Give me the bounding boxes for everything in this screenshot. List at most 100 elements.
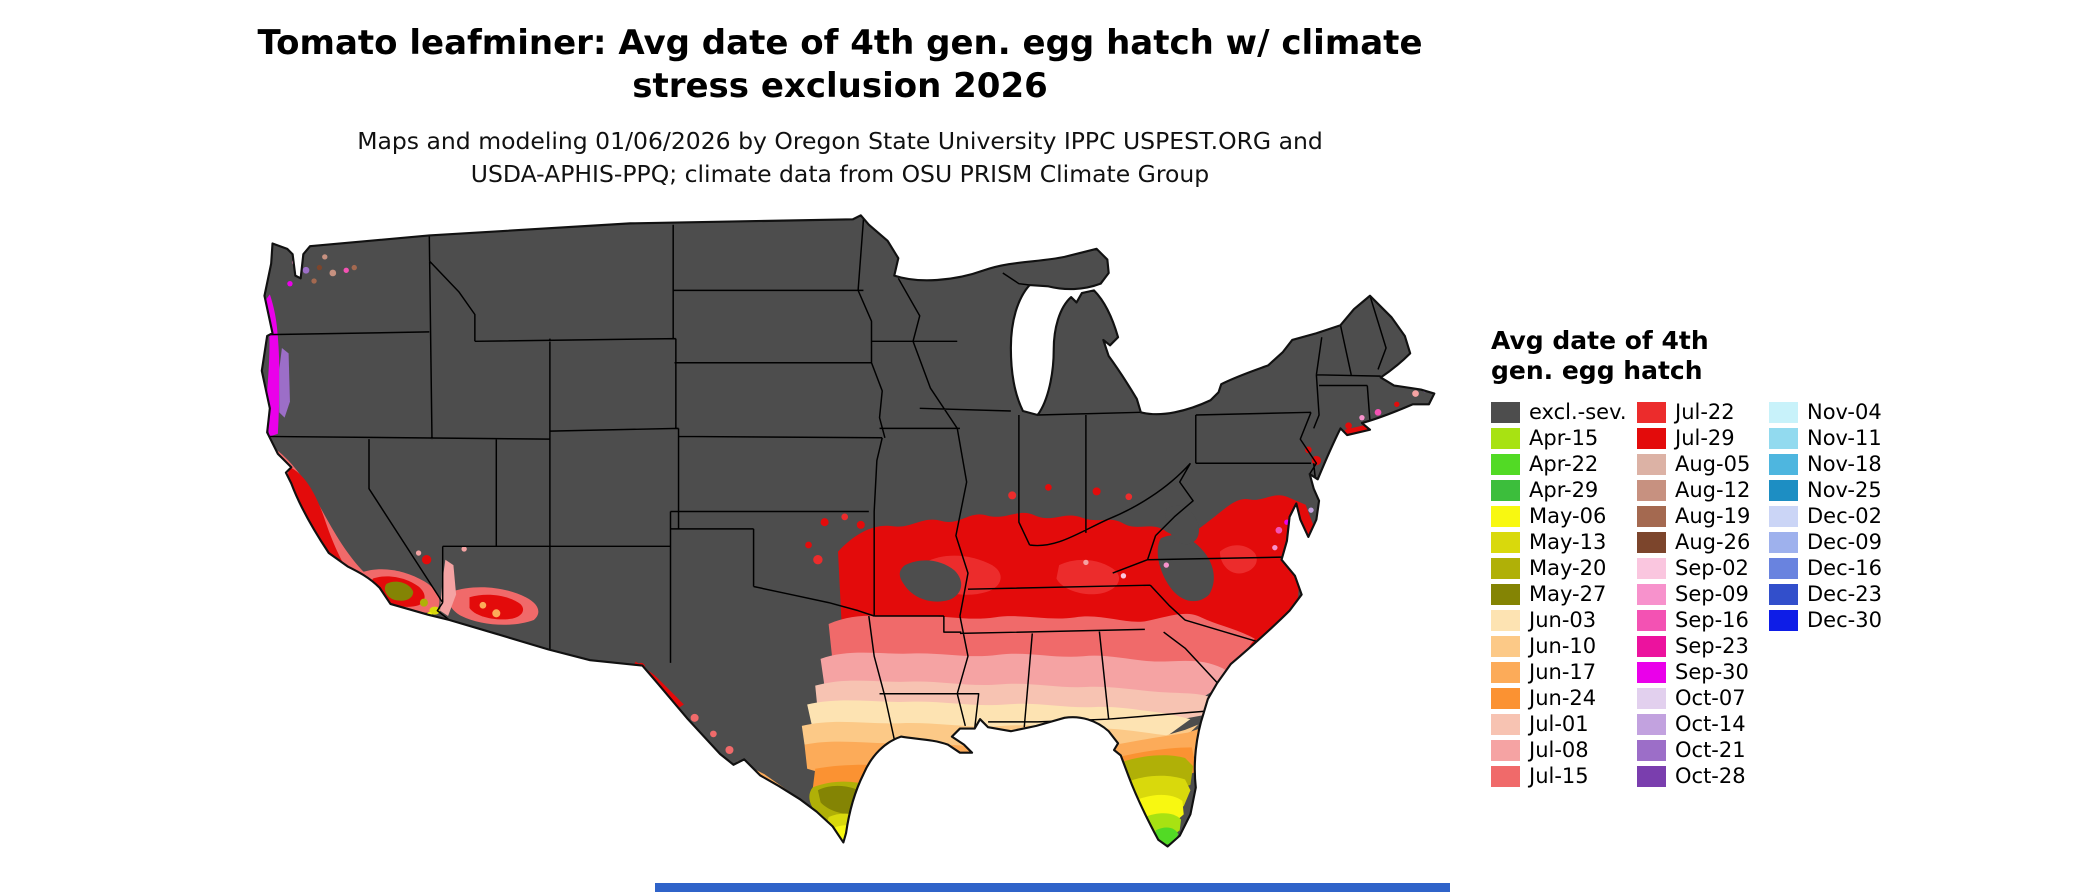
region-colorado-river-pink [440,559,457,616]
legend-entry: Dec-16 [1769,555,1882,581]
legend-swatch [1491,687,1520,709]
legend-entry: Jun-03 [1491,607,1637,633]
region-midwest-red-speck [1092,487,1101,496]
region-nj-speck [1321,473,1328,480]
region-fl-apr22 [1155,827,1179,846]
region-plains-red-speck [813,555,823,565]
legend-label: Sep-02 [1675,556,1749,580]
legend-swatch [1637,635,1666,657]
legend-swatch [1769,557,1798,579]
region-midwest-red-speck [1008,491,1017,500]
legend-swatch [1491,505,1520,527]
region-ca-coast-speck [295,551,301,558]
region-chesapeake-speck [1275,526,1283,534]
region-band-speck [1163,562,1169,568]
legend-swatch [1637,765,1666,787]
legend-entry: Jul-22 [1637,399,1769,425]
legend-label: Oct-21 [1675,738,1746,762]
legend-swatch [1491,635,1520,657]
legend-label: Sep-16 [1675,608,1749,632]
region-ca-coast-speck [266,473,274,480]
region-puget-speck [316,264,323,271]
region-az-red [469,594,524,620]
legend-entry: Sep-09 [1637,581,1769,607]
legend-swatch [1491,765,1520,787]
legend-label: Dec-23 [1807,582,1882,606]
legend-swatch [1769,427,1798,449]
footer-banner-cropped [655,883,1450,892]
region-puget-speck [329,269,337,277]
legend-swatch [1637,479,1666,501]
legend-swatch [1769,609,1798,631]
region-red-variation-3 [1219,545,1257,574]
legend-swatch [1491,401,1520,423]
region-vegas-pink-dot [415,550,422,556]
legend-entry: Jun-17 [1491,659,1637,685]
legend-swatch [1491,531,1520,553]
legend-label: Apr-15 [1529,426,1599,450]
region-fl-keys-2 [1165,869,1180,877]
region-riogrande-dot [710,730,717,738]
legend-swatch [1491,453,1520,475]
legend-label: Oct-28 [1675,764,1746,788]
legend-label: Dec-16 [1807,556,1882,580]
legend-label: Aug-19 [1675,504,1751,528]
legend-swatch [1491,583,1520,605]
legend-entry: Apr-22 [1491,451,1637,477]
legend-label: Jun-03 [1529,608,1597,632]
region-puget-speck [322,254,328,260]
region-ca-coast-speck [356,601,363,609]
legend-entry: Jul-01 [1491,711,1637,737]
legend-swatch [1637,505,1666,527]
region-puget-speck [343,267,349,273]
legend-label: Apr-29 [1529,478,1599,502]
region-neng-speck [1394,401,1400,407]
legend-swatch [1637,557,1666,579]
legend-label: May-13 [1529,530,1607,554]
legend-entry: May-13 [1491,529,1637,555]
legend-swatch [1491,557,1520,579]
legend-entry: Jul-15 [1491,763,1637,789]
region-band-speck [1120,573,1127,579]
legend-swatch [1769,479,1798,501]
region-puget-speck [351,264,357,271]
legend-label: Oct-14 [1675,712,1746,736]
legend-entry: Nov-04 [1769,399,1882,425]
legend-swatch [1637,661,1666,683]
legend-entry: Sep-02 [1637,555,1769,581]
region-plains-red-speck [805,541,812,549]
region-neng-speck [1359,415,1365,421]
state-borders [265,219,1387,740]
legend-label: Nov-11 [1807,426,1882,450]
legend-entry: Jun-24 [1491,685,1637,711]
legend-label: Jul-29 [1675,426,1735,450]
legend-entry: excl.-sev. [1491,399,1637,425]
legend-label: May-27 [1529,582,1607,606]
legend-label: Dec-02 [1807,504,1882,528]
legend-swatch [1637,427,1666,449]
region-ca-coast-speck [282,530,287,536]
legend-entry: Apr-29 [1491,477,1637,503]
legend-entry: Dec-23 [1769,581,1882,607]
legend-label: May-20 [1529,556,1607,580]
legend-entry: Aug-26 [1637,529,1769,555]
us-map-svg [260,214,1436,877]
legend-swatch [1491,427,1520,449]
region-stgeorge-pink-dot [461,546,467,552]
legend-label: Jul-15 [1529,764,1589,788]
region-ca-coast-speck [273,511,280,517]
region-riogrande-dot [690,713,699,722]
legend-label: Sep-30 [1675,660,1749,684]
region-ca-central-valley [288,468,349,577]
region-imperial-yellow [429,606,441,615]
legend-label: Jun-10 [1529,634,1597,658]
legend-entry: Oct-28 [1637,763,1769,789]
region-neng-speck [1374,408,1382,416]
region-ca-coast-speck [283,540,291,547]
legend-label: Oct-07 [1675,686,1746,710]
legend-label: Apr-22 [1529,452,1599,476]
legend-swatch [1637,453,1666,475]
legend-entry: May-20 [1491,555,1637,581]
legend-entry: Jul-08 [1491,737,1637,763]
legend-entry: Aug-05 [1637,451,1769,477]
